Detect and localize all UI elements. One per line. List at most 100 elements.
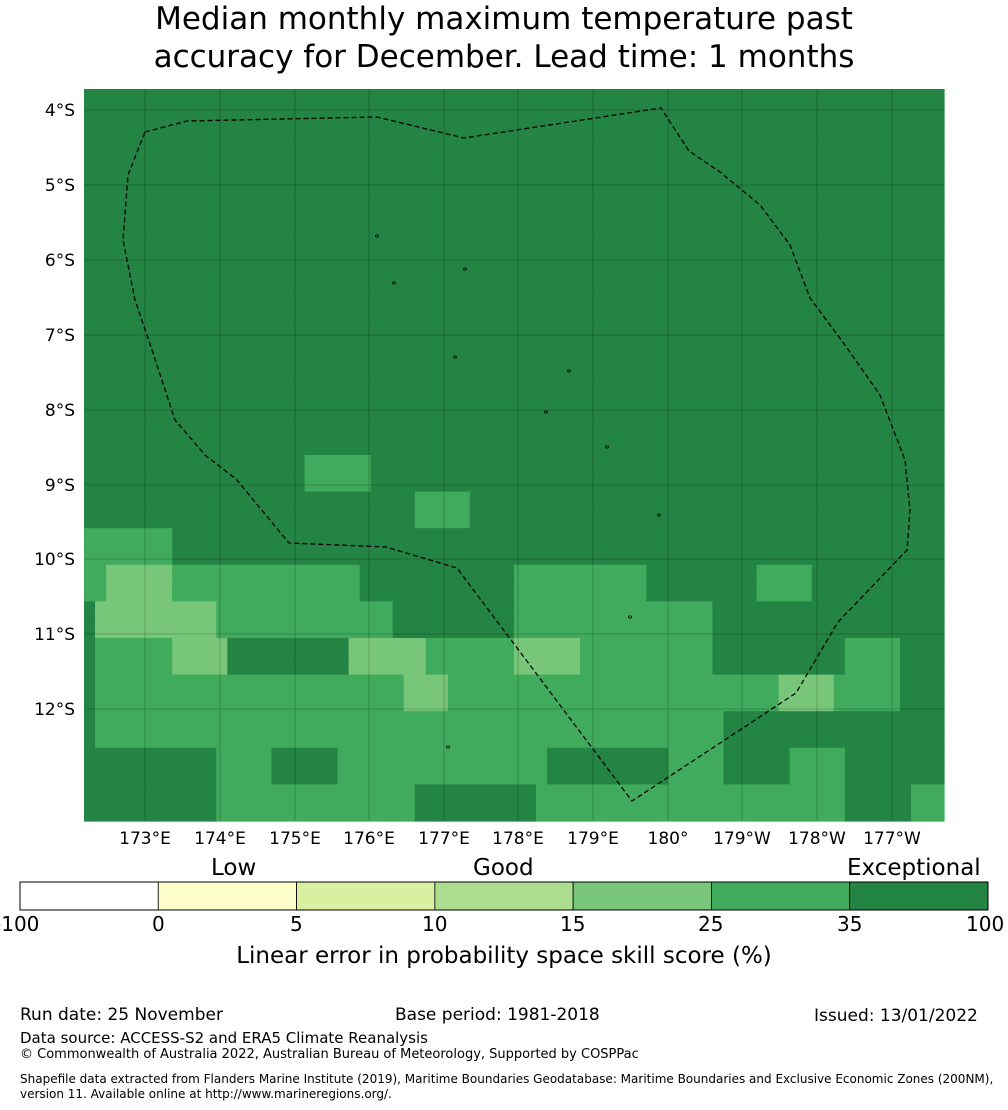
island (605, 445, 610, 449)
skill-cell (84, 509, 416, 529)
skill-map: 173°E 174°E 175°E 176°E 177°E 178°E 179°E 180° 1… (19, 89, 989, 911)
skill-cell (723, 766, 791, 785)
skill-cell (304, 455, 372, 474)
latitude-label: 8°S (45, 401, 75, 421)
skill-cell (580, 638, 714, 657)
island (452, 355, 457, 359)
colorbar-frame (19, 881, 989, 911)
skill-cell (216, 601, 394, 621)
colorbar-tick: 0 (152, 912, 165, 936)
skill-cell (84, 564, 107, 584)
island (445, 745, 450, 749)
skill-cell (95, 638, 173, 657)
skill-cell (712, 656, 846, 676)
skill-cell (447, 692, 780, 712)
skill-cell (844, 784, 912, 804)
skill-cell (547, 766, 669, 785)
skill-cell (84, 253, 945, 273)
skill-cell (547, 747, 669, 767)
skill-cell (844, 802, 912, 822)
issued-date: Issued: 13/01/2022 (814, 1006, 978, 1026)
colorbar-swatch (157, 881, 297, 911)
island (657, 513, 662, 517)
category-low: Low (211, 855, 257, 881)
latitude-label: 5°S (45, 176, 75, 196)
latitude-label: 4°S (45, 101, 75, 121)
latitude-label: 6°S (45, 251, 75, 271)
eez-boundary (122, 107, 911, 802)
latitude-label: 11°S (34, 625, 75, 645)
skill-cell (84, 473, 306, 493)
skill-cell (514, 601, 714, 621)
skill-cell (514, 583, 647, 602)
skill-cell (227, 638, 350, 657)
skill-cell (216, 747, 273, 767)
skill-cell (84, 619, 96, 639)
skill-cell (844, 638, 901, 657)
skill-cell (844, 747, 945, 767)
skill-cell (668, 766, 725, 785)
category-exceptional: Exceptional (847, 855, 981, 881)
colorbar-swatch (19, 881, 159, 911)
skill-cell (84, 345, 945, 365)
skill-cell (723, 711, 945, 731)
skill-cell (216, 619, 394, 639)
skill-cell (833, 692, 901, 712)
skill-cell (95, 711, 725, 731)
colorbar-swatch (296, 881, 436, 911)
skill-cell (899, 692, 945, 712)
colorbar-swatch (572, 881, 712, 911)
skill-cell (84, 418, 945, 438)
skill-cell (668, 747, 725, 767)
latitude-label: 12°S (34, 700, 75, 720)
skill-cell (84, 674, 96, 694)
longitude-label: 179°W (713, 829, 771, 849)
colorbar-tick: 100 (966, 912, 1005, 936)
skill-cell (756, 564, 813, 584)
skill-cell (514, 638, 581, 657)
skill-cell (414, 491, 471, 511)
skill-cell (106, 583, 173, 602)
skill-cell (84, 528, 173, 548)
longitude-label: 178°E (492, 829, 544, 849)
island (374, 234, 379, 238)
skill-cell (348, 656, 427, 676)
skill-cell (414, 509, 471, 529)
colorbar-tick: 15 (560, 912, 586, 936)
longitude-label: 177°E (418, 829, 470, 849)
skill-cell (789, 747, 846, 767)
skill-cell (84, 802, 217, 822)
island (391, 281, 396, 285)
skill-cell (899, 638, 945, 657)
longitude-label: 177°W (863, 829, 921, 849)
run-date: Run date: 25 November (20, 1005, 223, 1025)
skill-cell (370, 473, 945, 493)
skill-cell (95, 692, 405, 712)
skill-cell (646, 564, 758, 584)
skill-cell (84, 125, 945, 145)
skill-cell (536, 784, 846, 804)
skill-cell (84, 455, 306, 474)
skill-cell (910, 784, 945, 804)
skill-cell (712, 638, 846, 657)
skill-cell (403, 674, 449, 694)
island (567, 369, 572, 373)
skill-cell (469, 509, 945, 529)
copyright: © Commonwealth of Australia 2022, Austra… (20, 1047, 639, 1062)
skill-cell (84, 290, 945, 310)
skill-cell (337, 766, 548, 785)
skill-cell (370, 455, 945, 474)
skill-cell (84, 326, 945, 346)
skill-cell (514, 619, 714, 639)
skill-cell (84, 89, 945, 108)
skill-cell (84, 601, 96, 621)
skill-cell (172, 638, 228, 657)
skill-cell (84, 162, 945, 182)
skill-cell (84, 308, 945, 328)
skill-cell (172, 656, 228, 676)
title-line-1: Median monthly maximum temperature past (155, 1, 853, 37)
latitude-label: 9°S (45, 476, 75, 496)
skill-cell (84, 711, 96, 731)
skill-cell (392, 619, 515, 639)
skill-cell (106, 564, 173, 584)
